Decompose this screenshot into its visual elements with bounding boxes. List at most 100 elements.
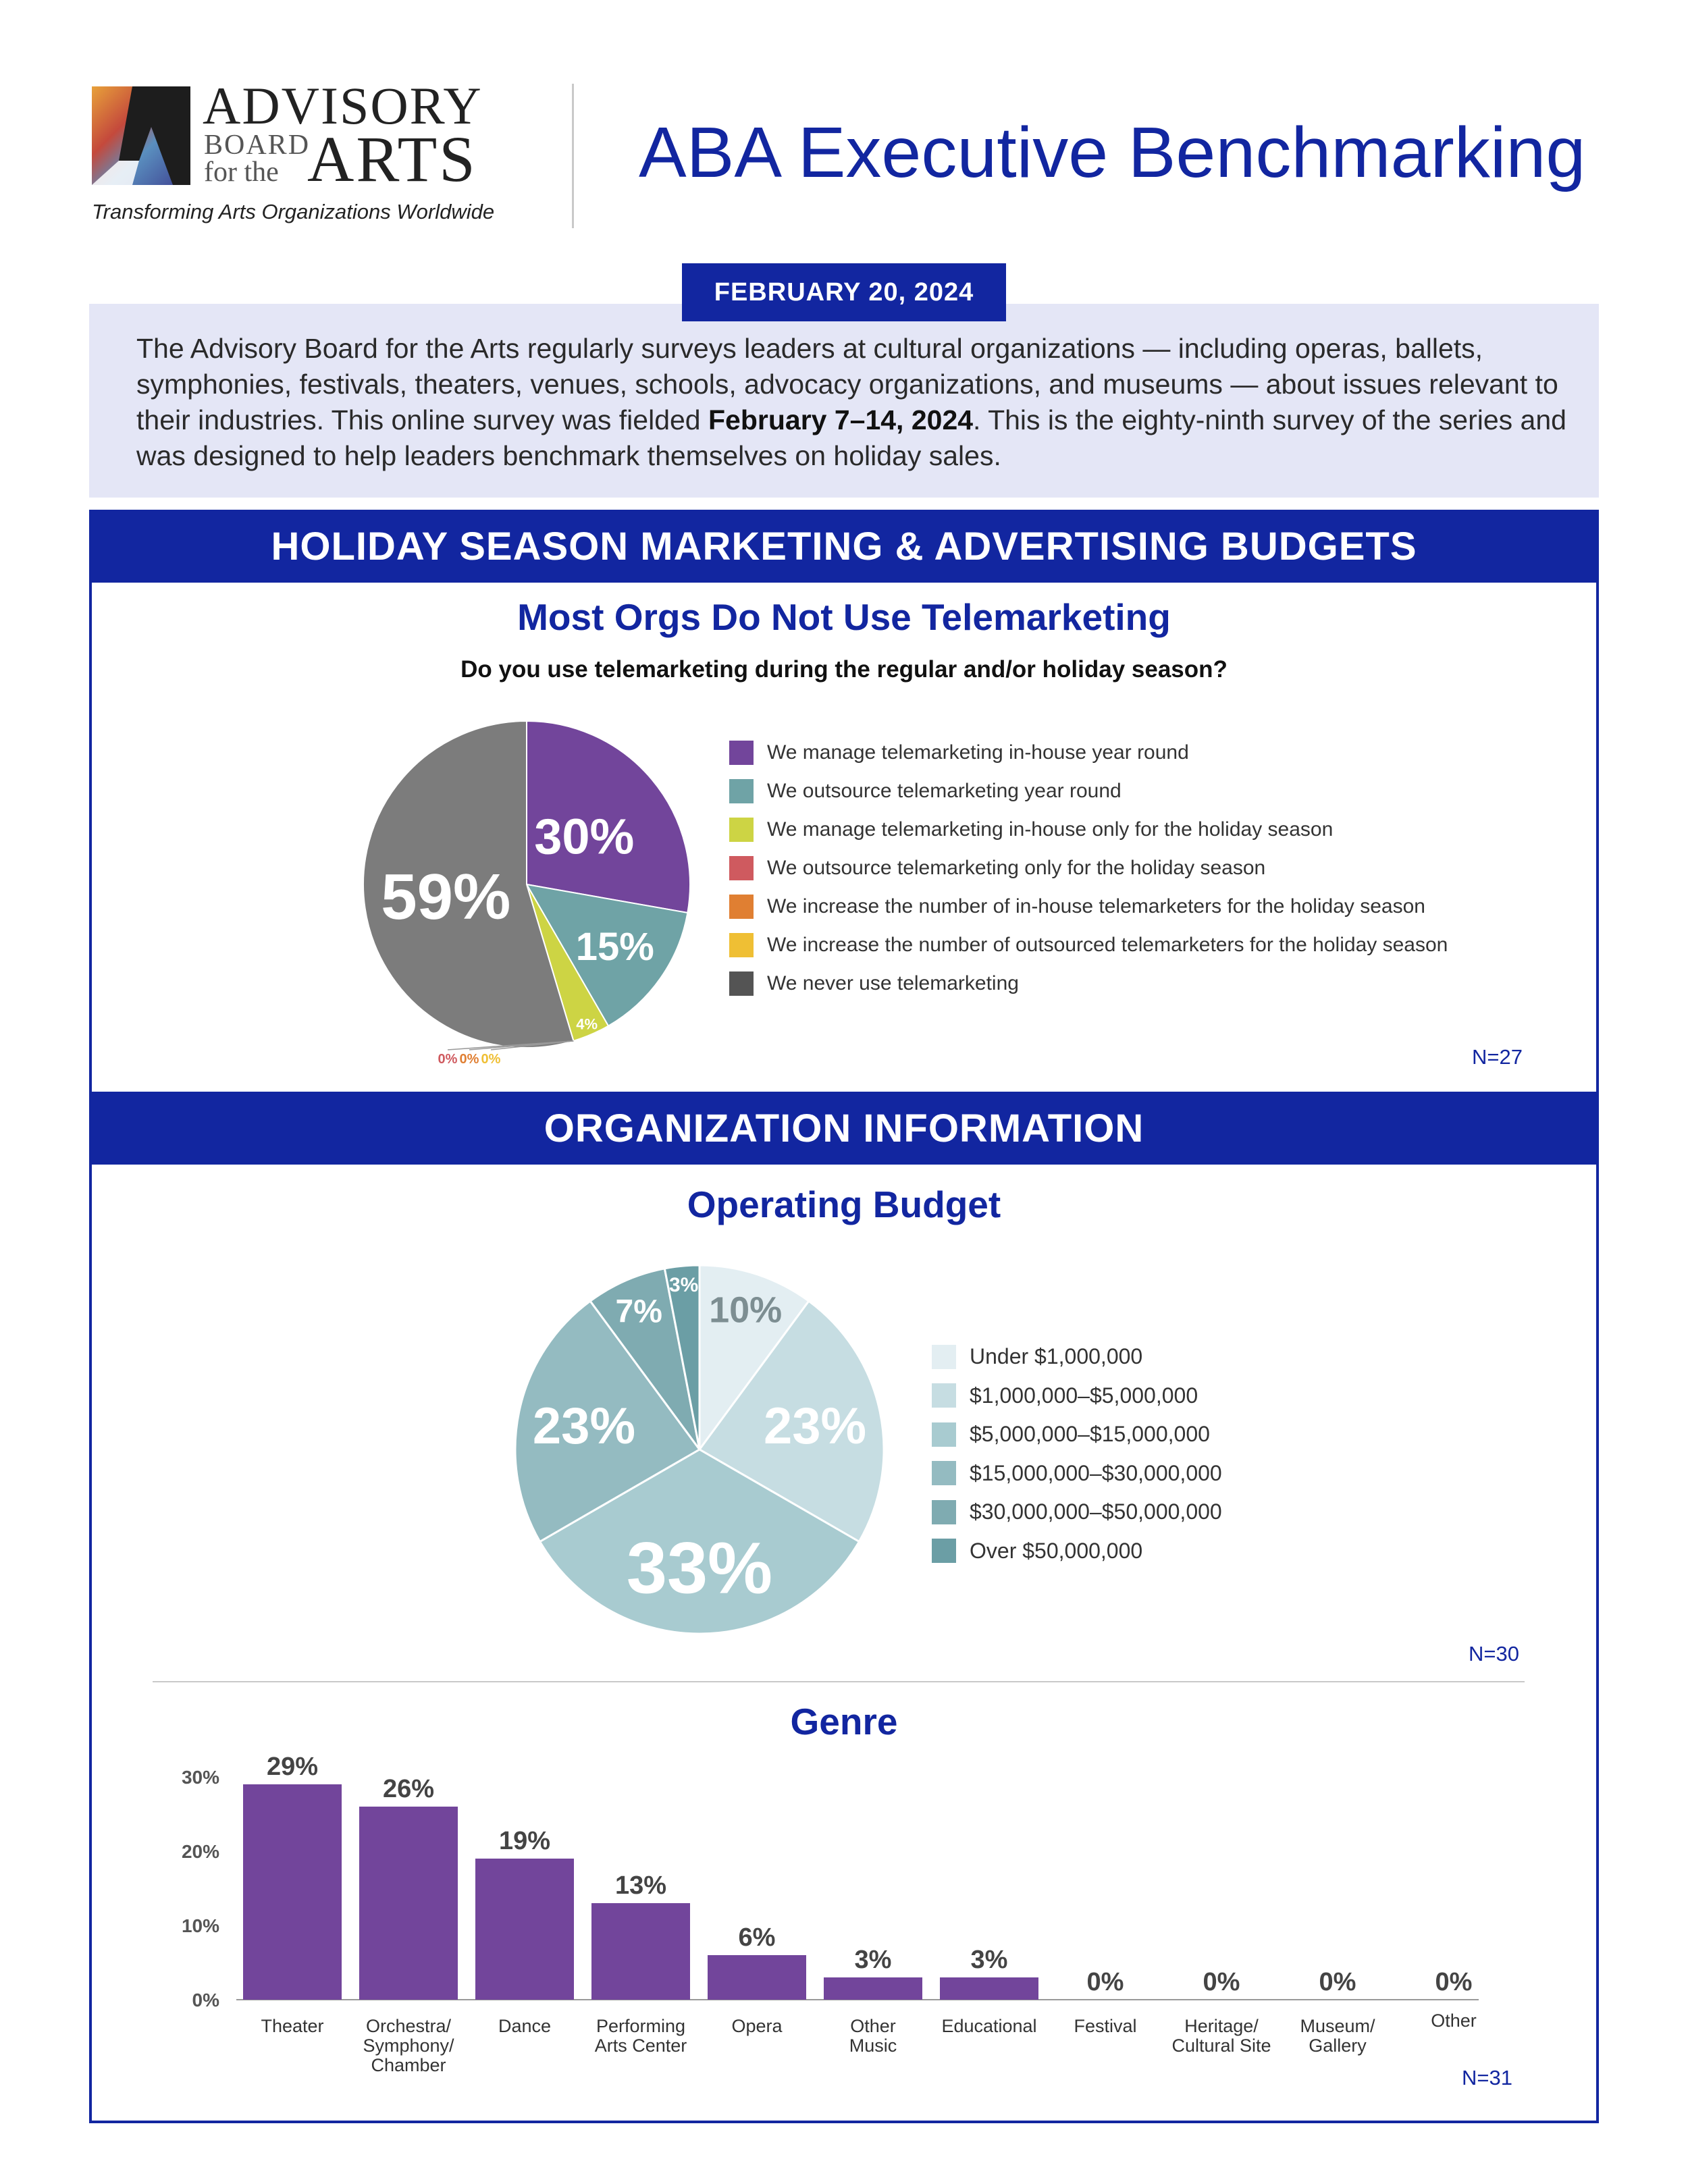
genre-bar-educational	[940, 1977, 1038, 2000]
genre-value-label: 13%	[615, 1871, 666, 1900]
genre-chart-title: Genre	[790, 1701, 898, 1742]
genre-value-label: 0%	[1203, 1968, 1240, 1996]
logo-advisory-text: ADVISORY	[203, 76, 483, 135]
legend-swatch	[932, 1422, 956, 1447]
legend-label: We never use telemarketing	[767, 971, 1019, 994]
legend-swatch	[729, 932, 754, 957]
telemarketing-legend: We manage telemarketing in-house year ro…	[729, 733, 1448, 1003]
genre-category-label: Orchestra/	[366, 2016, 452, 2036]
legend-label: We manage telemarketing in-house only fo…	[767, 818, 1334, 841]
telemarketing-legend-item: We manage telemarketing in-house only fo…	[729, 810, 1448, 849]
genre-bar-theater	[243, 1784, 342, 2000]
genre-bar-dance	[475, 1859, 574, 2000]
telemarketing-chart-title: Most Orgs Do Not Use Telemarketing	[517, 596, 1171, 638]
chart-divider	[153, 1681, 1525, 1682]
budget-value-label: 33%	[627, 1527, 772, 1609]
genre-category-label: Dance	[498, 2016, 551, 2036]
genre-category-label: Museum/	[1300, 2016, 1375, 2036]
aba-logo-mark	[92, 86, 190, 185]
legend-swatch	[729, 894, 754, 919]
budget-legend-item: $30,000,000–$50,000,000	[932, 1493, 1222, 1532]
legend-label: We outsource telemarketing year round	[767, 779, 1122, 802]
date-badge: FEBRUARY 20, 2024	[682, 263, 1006, 321]
legend-label: We increase the number of outsourced tel…	[767, 933, 1448, 956]
genre-y-tick: 0%	[192, 1990, 220, 2010]
telemarketing-legend-item: We outsource telemarketing year round	[729, 772, 1448, 810]
genre-category-label: Music	[849, 2035, 897, 2056]
legend-label: Over $50,000,000	[970, 1538, 1143, 1563]
genre-y-tick: 10%	[182, 1915, 219, 1936]
budget-legend-item: $5,000,000–$15,000,000	[932, 1415, 1222, 1454]
telemarketing-zero-label: 0%	[438, 1052, 458, 1067]
logo-board-text: BOARD	[204, 130, 311, 161]
budget-legend-item: $15,000,000–$30,000,000	[932, 1454, 1222, 1493]
intro-text-before: The Advisory Board for the Arts regularl…	[136, 333, 1558, 435]
legend-label: We outsource telemarketing only for the …	[767, 856, 1266, 879]
genre-bar-performing-arts-center	[591, 1903, 690, 2000]
budget-value-label: 3%	[669, 1274, 698, 1296]
header-divider	[572, 84, 574, 228]
legend-label: $5,000,000–$15,000,000	[970, 1422, 1210, 1447]
legend-label: $1,000,000–$5,000,000	[970, 1383, 1198, 1408]
genre-category-label: Symphony/	[363, 2035, 454, 2056]
holiday-section-header: HOLIDAY SEASON MARKETING & ADVERTISING B…	[89, 510, 1599, 583]
genre-value-label: 29%	[267, 1753, 318, 1781]
budget-legend-item: Over $50,000,000	[932, 1532, 1222, 1571]
genre-category-label: Arts Center	[595, 2035, 687, 2056]
telemarketing-value-label: 15%	[576, 925, 654, 969]
legend-swatch	[932, 1383, 956, 1408]
genre-y-tick: 20%	[182, 1841, 219, 1862]
telemarketing-legend-item: We increase the number of in-house telem…	[729, 887, 1448, 926]
genre-n-label: N=31	[1462, 2066, 1512, 2089]
legend-swatch	[729, 817, 754, 842]
genre-value-label: 0%	[1435, 1968, 1473, 1996]
logo-arts-text: ARTS	[307, 123, 477, 195]
genre-category-label: Chamber	[371, 2055, 446, 2075]
intro-paragraph: The Advisory Board for the Arts regularl…	[136, 331, 1575, 474]
legend-swatch	[932, 1461, 956, 1486]
genre-category-label: Opera	[731, 2016, 783, 2036]
telemarketing-pie-chart: 30%15%4%59%0% 0% 0%	[363, 720, 691, 1067]
genre-bar-orchestra-symphony-chamber	[359, 1807, 458, 2000]
genre-bar-chart: 0% 10% 20% 30% 29% Theater 26% Orchestra/Sympho…	[182, 1753, 1479, 2075]
telemarketing-leader-line	[490, 1040, 574, 1050]
logo-tagline: Transforming Arts Organizations Worldwid…	[92, 200, 495, 223]
budget-legend-item: $1,000,000–$5,000,000	[932, 1377, 1222, 1416]
budget-slice-under-1-000-000	[698, 1264, 810, 1453]
legend-label: $15,000,000–$30,000,000	[970, 1460, 1222, 1485]
telemarketing-value-label: 59%	[381, 861, 510, 933]
budget-slice-30-000-000-50-000-000	[589, 1267, 701, 1450]
telemarketing-slice-we-never-use-telemarketing	[363, 720, 575, 1048]
telemarketing-n-label: N=27	[1472, 1045, 1523, 1069]
genre-category-label: Educational	[941, 2016, 1036, 2036]
genre-category-label: Theater	[261, 2016, 323, 2036]
budget-n-label: N=30	[1469, 1642, 1519, 1666]
telemarketing-legend-item: We manage telemarketing in-house year ro…	[729, 733, 1448, 772]
intro-box	[89, 304, 1599, 498]
genre-y-tick: 30%	[182, 1767, 219, 1788]
telemarketing-value-label: 4%	[576, 1015, 598, 1032]
telemarketing-question: Do you use telemarketing during the regu…	[460, 656, 1228, 683]
genre-category-label: Festival	[1074, 2016, 1136, 2036]
genre-value-label: 26%	[383, 1775, 434, 1803]
budget-value-label: 23%	[533, 1397, 635, 1455]
legend-swatch	[729, 778, 754, 803]
budget-value-label: 7%	[616, 1294, 662, 1330]
genre-category-label: Gallery	[1309, 2035, 1367, 2056]
budget-pie-chart: 10% 23% 33% 23% 7% 3%	[514, 1264, 885, 1635]
legend-swatch	[729, 971, 754, 996]
genre-value-label: 0%	[1319, 1968, 1356, 1996]
budget-chart-title: Operating Budget	[687, 1183, 1001, 1225]
telemarketing-zero-label: 0%	[460, 1052, 479, 1067]
genre-value-label: 0%	[1087, 1968, 1124, 1996]
genre-bar-opera	[708, 1955, 806, 2000]
genre-category-label: Cultural Site	[1171, 2035, 1271, 2056]
legend-swatch	[729, 855, 754, 880]
budget-legend: Under $1,000,000 $1,000,000–$5,000,000 $5,…	[932, 1337, 1222, 1570]
telemarketing-slice-we-outsource-telemarketing-year-round	[525, 883, 689, 1027]
legend-label: We increase the number of in-house telem…	[767, 895, 1425, 917]
legend-swatch	[932, 1499, 956, 1524]
budget-value-label: 23%	[764, 1397, 866, 1455]
legend-label: We manage telemarketing in-house year ro…	[767, 741, 1189, 764]
legend-swatch	[932, 1344, 956, 1369]
